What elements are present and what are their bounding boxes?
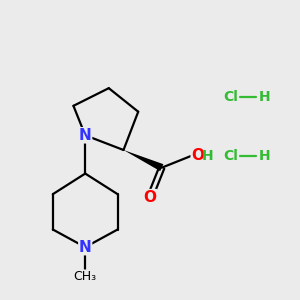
Text: H: H xyxy=(259,149,271,163)
Text: N: N xyxy=(79,240,92,255)
Text: O: O xyxy=(143,190,157,205)
Text: H: H xyxy=(202,149,213,163)
Text: H: H xyxy=(259,90,271,104)
Text: CH₃: CH₃ xyxy=(74,270,97,283)
Polygon shape xyxy=(124,150,164,171)
Text: Cl: Cl xyxy=(224,149,238,163)
Text: Cl: Cl xyxy=(224,90,238,104)
Text: N: N xyxy=(79,128,92,143)
Text: O: O xyxy=(191,148,204,164)
